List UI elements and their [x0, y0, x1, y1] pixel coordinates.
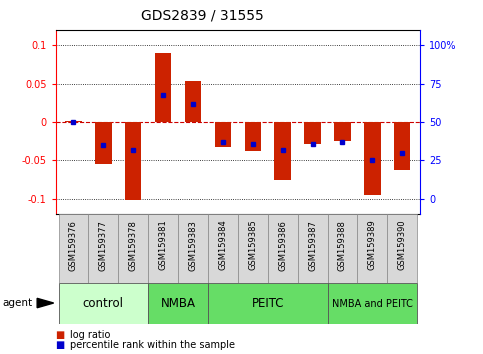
Bar: [58, 214, 88, 283]
Bar: [178, 214, 208, 283]
Text: GSM159389: GSM159389: [368, 220, 377, 270]
Bar: [268, 214, 298, 283]
Bar: [327, 283, 417, 324]
Bar: [88, 214, 118, 283]
Text: GSM159390: GSM159390: [398, 220, 407, 270]
Text: GSM159387: GSM159387: [308, 220, 317, 270]
Text: GDS2839 / 31555: GDS2839 / 31555: [142, 9, 264, 23]
Bar: [357, 214, 387, 283]
Bar: [274, 122, 291, 180]
Text: ■: ■: [56, 340, 65, 350]
Bar: [244, 122, 261, 151]
Polygon shape: [37, 298, 54, 308]
Bar: [185, 81, 201, 122]
Bar: [155, 53, 171, 122]
Bar: [215, 122, 231, 147]
Bar: [58, 283, 148, 324]
Bar: [394, 122, 411, 170]
Text: PEITC: PEITC: [252, 297, 284, 310]
Bar: [65, 121, 82, 122]
Bar: [95, 122, 112, 164]
Text: percentile rank within the sample: percentile rank within the sample: [70, 340, 235, 350]
Text: GSM159376: GSM159376: [69, 220, 78, 270]
Text: control: control: [83, 297, 124, 310]
Bar: [387, 214, 417, 283]
Text: GSM159385: GSM159385: [248, 220, 257, 270]
Text: ■: ■: [56, 330, 65, 339]
Bar: [208, 214, 238, 283]
Text: NMBA and PEITC: NMBA and PEITC: [332, 298, 413, 309]
Text: GSM159388: GSM159388: [338, 220, 347, 270]
Bar: [364, 122, 381, 195]
Text: GSM159386: GSM159386: [278, 220, 287, 270]
Bar: [148, 214, 178, 283]
Text: GSM159381: GSM159381: [158, 220, 168, 270]
Bar: [304, 122, 321, 144]
Text: GSM159378: GSM159378: [129, 220, 138, 270]
Text: NMBA: NMBA: [160, 297, 196, 310]
Bar: [298, 214, 327, 283]
Text: GSM159383: GSM159383: [188, 220, 198, 270]
Bar: [238, 214, 268, 283]
Bar: [208, 283, 327, 324]
Text: GSM159384: GSM159384: [218, 220, 227, 270]
Text: GSM159377: GSM159377: [99, 220, 108, 270]
Bar: [327, 214, 357, 283]
Bar: [118, 214, 148, 283]
Text: agent: agent: [2, 298, 32, 308]
Bar: [125, 122, 142, 200]
Text: log ratio: log ratio: [70, 330, 111, 339]
Bar: [148, 283, 208, 324]
Bar: [334, 122, 351, 141]
